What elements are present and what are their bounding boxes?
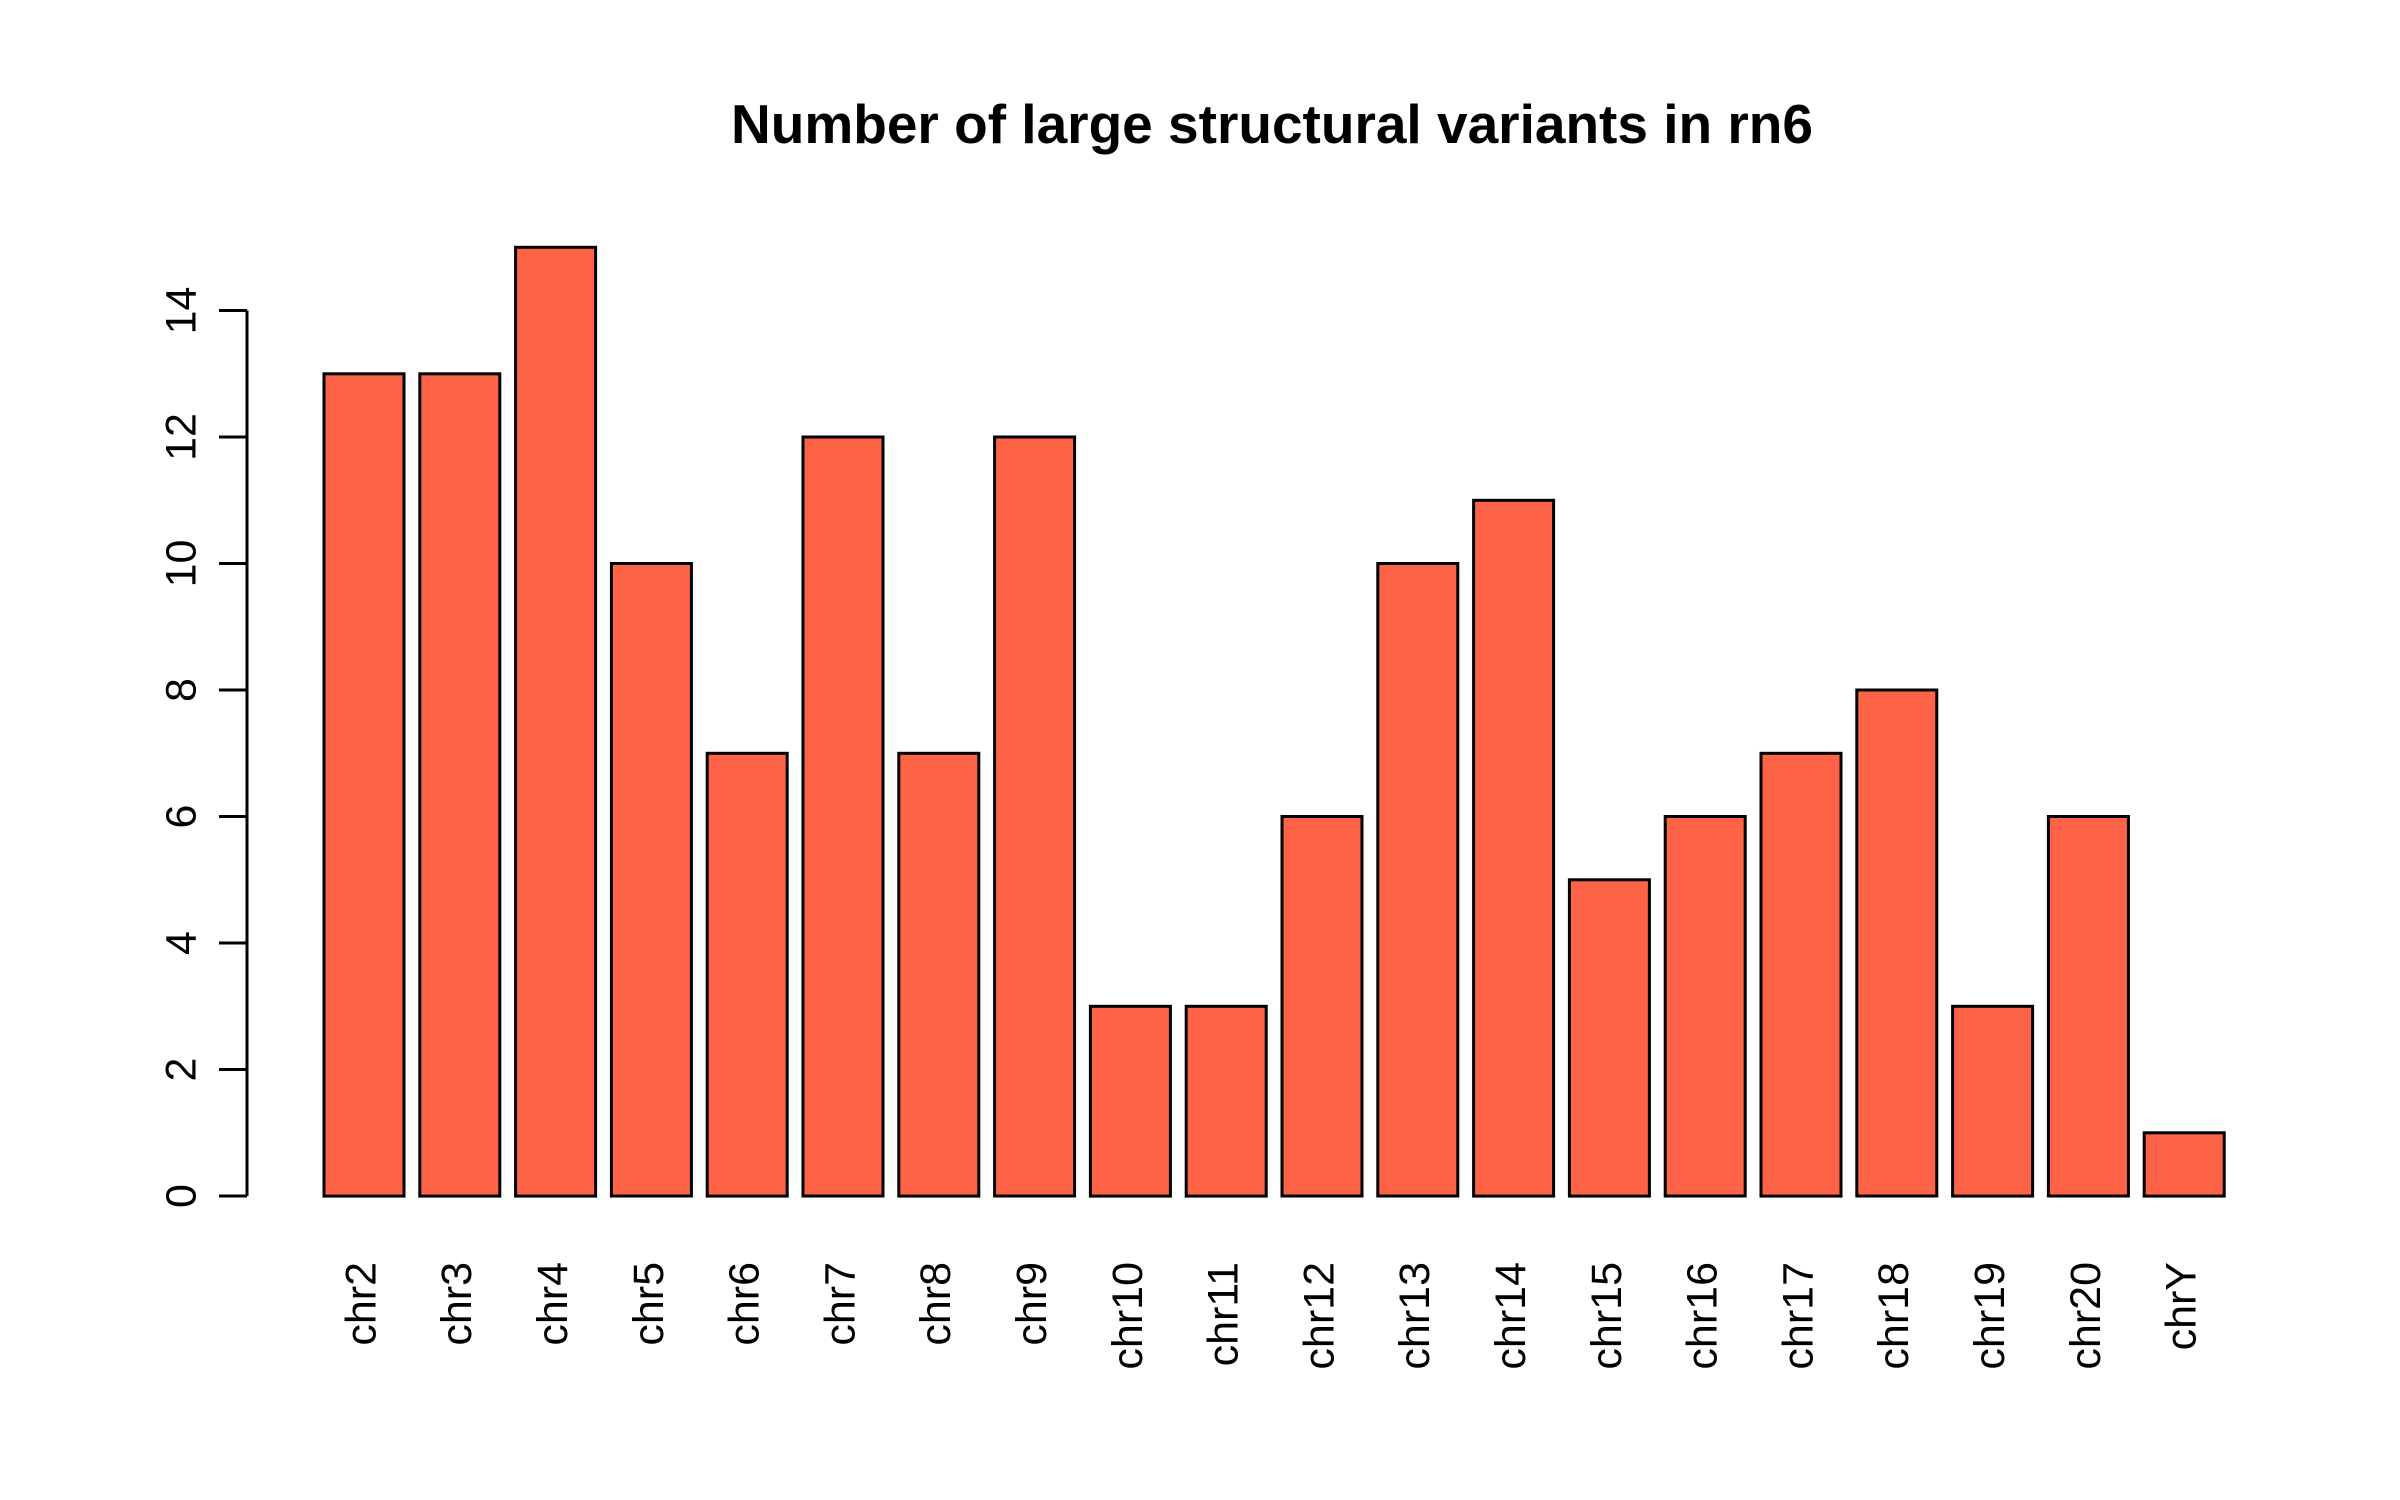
bar-chr10 xyxy=(1088,1004,1172,1198)
x-tick-label-chr13: chr13 xyxy=(1391,1262,1439,1370)
y-tick-label: 10 xyxy=(157,540,205,588)
bar-chr3 xyxy=(418,372,502,1198)
x-tick-label-chrY: chrY xyxy=(2158,1262,2206,1350)
x-tick-label-chr3: chr3 xyxy=(433,1262,481,1346)
y-tick-label: 0 xyxy=(157,1184,205,1208)
bar-chr15 xyxy=(1567,878,1651,1198)
bar-chrY xyxy=(2142,1131,2226,1198)
x-tick-label-chr19: chr19 xyxy=(1966,1262,2014,1370)
x-tick-label-chr15: chr15 xyxy=(1583,1262,1631,1370)
bars-group xyxy=(322,245,2226,1198)
bar-chr17 xyxy=(1759,751,1843,1198)
bar-chr12 xyxy=(1280,815,1364,1198)
bar-chr20 xyxy=(2046,815,2130,1198)
y-tick-label: 6 xyxy=(157,805,205,829)
y-tick-label: 8 xyxy=(157,678,205,702)
bar-chr14 xyxy=(1472,498,1556,1198)
bar-chr4 xyxy=(514,245,598,1198)
y-tick-label: 14 xyxy=(157,287,205,335)
y-axis: 0 2 4 6 8 10 12 14 xyxy=(157,287,249,1208)
bar-chr8 xyxy=(897,751,981,1198)
bar-chr6 xyxy=(705,751,789,1198)
x-tick-label-chr2: chr2 xyxy=(337,1262,385,1346)
bar-chr9 xyxy=(993,435,1077,1198)
x-tick-label-chr20: chr20 xyxy=(2062,1262,2110,1370)
bar-chr7 xyxy=(801,435,885,1198)
bar-chr16 xyxy=(1663,815,1747,1198)
x-tick-label-chr10: chr10 xyxy=(1104,1262,1152,1370)
x-tick-label-chr8: chr8 xyxy=(912,1262,960,1346)
y-tick-label: 12 xyxy=(157,413,205,461)
x-tick-label-chr18: chr18 xyxy=(1870,1262,1918,1370)
chart-title: Number of large structural variants in r… xyxy=(731,93,1813,155)
bar-chr19 xyxy=(1951,1004,2035,1198)
bar-chr5 xyxy=(609,562,693,1198)
bar-chr13 xyxy=(1376,562,1460,1198)
y-tick-label: 2 xyxy=(157,1058,205,1082)
x-tick-label-chr12: chr12 xyxy=(1295,1262,1343,1370)
bar-chr11 xyxy=(1184,1004,1268,1198)
x-tick-label-chr6: chr6 xyxy=(721,1262,769,1346)
x-tick-label-chr17: chr17 xyxy=(1774,1262,1822,1370)
x-tick-label-chr14: chr14 xyxy=(1487,1262,1535,1370)
x-tick-label-chr9: chr9 xyxy=(1008,1262,1056,1346)
bar-chr18 xyxy=(1855,688,1939,1198)
bar-chr2 xyxy=(322,372,406,1198)
x-tick-label-chr4: chr4 xyxy=(529,1262,577,1346)
x-tick-label-chr7: chr7 xyxy=(816,1262,864,1346)
x-axis-labels: chr2 chr3 chr4 chr5 chr6 chr7 chr8 chr9 chr10 chr… xyxy=(337,1262,2205,1370)
x-tick-label-chr16: chr16 xyxy=(1679,1262,1727,1370)
x-tick-label-chr11: chr11 xyxy=(1200,1262,1248,1366)
x-tick-label-chr5: chr5 xyxy=(625,1262,673,1346)
y-tick-label: 4 xyxy=(157,931,205,955)
